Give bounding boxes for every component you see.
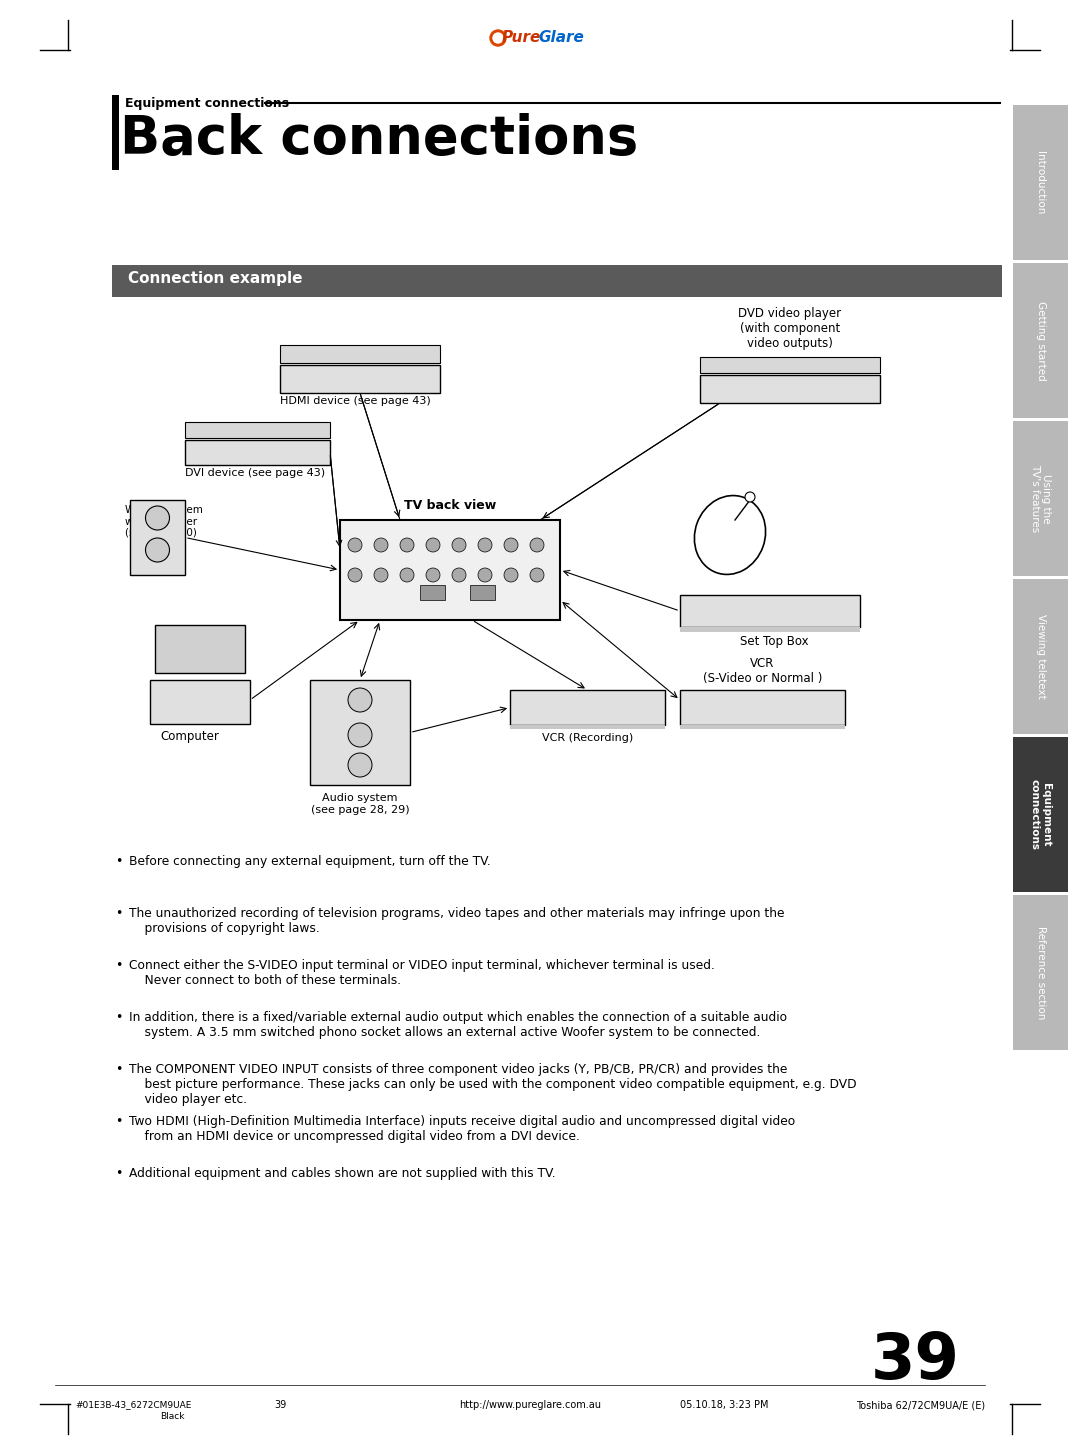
Circle shape: [348, 538, 362, 553]
Circle shape: [478, 569, 492, 582]
Circle shape: [146, 506, 170, 531]
Bar: [510, 726, 665, 728]
Bar: [1013, 422, 1068, 576]
Text: The COMPONENT VIDEO INPUT consists of three component video jacks (Y, PB/CB, PR/: The COMPONENT VIDEO INPUT consists of th…: [129, 1063, 856, 1106]
Circle shape: [348, 688, 372, 712]
Text: •: •: [114, 1168, 122, 1181]
Text: Viewing teletext: Viewing teletext: [1036, 614, 1045, 699]
Circle shape: [453, 538, 465, 553]
Text: Connect either the S-VIDEO input terminal or VIDEO input terminal, whichever ter: Connect either the S-VIDEO input termina…: [129, 960, 715, 987]
Text: #01E3B-43_6272CM9UAE: #01E3B-43_6272CM9UAE: [75, 1400, 191, 1409]
Bar: [340, 521, 561, 619]
Text: In addition, there is a fixed/variable external audio output which enables the c: In addition, there is a fixed/variable e…: [129, 1011, 787, 1040]
Circle shape: [348, 569, 362, 582]
Text: http://www.pureglare.com.au: http://www.pureglare.com.au: [459, 1400, 600, 1410]
Bar: [150, 680, 249, 724]
Text: TV back view: TV back view: [404, 499, 496, 512]
Bar: [280, 365, 440, 393]
Text: •: •: [114, 855, 122, 868]
Circle shape: [348, 723, 372, 747]
Bar: [1013, 105, 1068, 260]
Text: •: •: [114, 1011, 122, 1024]
Text: Toshiba 62/72CM9UA/E (E): Toshiba 62/72CM9UA/E (E): [855, 1400, 985, 1410]
Text: Equipment
connections: Equipment connections: [1029, 779, 1051, 851]
Bar: [510, 691, 665, 726]
Circle shape: [492, 33, 503, 44]
Bar: [700, 358, 880, 374]
Text: Additional equipment and cables shown are not supplied with this TV.: Additional equipment and cables shown ar…: [129, 1168, 555, 1181]
Circle shape: [374, 538, 388, 553]
Bar: [185, 422, 330, 438]
Bar: [1013, 579, 1068, 734]
Bar: [680, 726, 845, 728]
Text: 39: 39: [870, 1330, 960, 1391]
Bar: [112, 265, 1002, 297]
Circle shape: [745, 491, 755, 502]
Circle shape: [426, 538, 440, 553]
Bar: [112, 95, 119, 170]
Bar: [470, 585, 495, 601]
Bar: [1013, 896, 1068, 1050]
Text: 39: 39: [274, 1400, 286, 1410]
Circle shape: [348, 753, 372, 776]
Text: VCR
(S-Video or Normal ): VCR (S-Video or Normal ): [703, 657, 822, 685]
Bar: [420, 585, 445, 601]
Text: Pure: Pure: [502, 31, 541, 45]
Text: Black: Black: [160, 1412, 185, 1421]
Text: Equipment connections: Equipment connections: [125, 97, 289, 111]
Bar: [680, 595, 860, 627]
Text: DVI device (see page 43): DVI device (see page 43): [185, 468, 325, 478]
Circle shape: [453, 569, 465, 582]
Text: •: •: [114, 1063, 122, 1076]
Text: Back connections: Back connections: [120, 113, 638, 164]
Bar: [700, 375, 880, 403]
Text: •: •: [114, 1115, 122, 1128]
Text: Set Top Box: Set Top Box: [740, 635, 809, 648]
Text: Reference section: Reference section: [1036, 926, 1045, 1019]
Circle shape: [530, 569, 544, 582]
Text: Two HDMI (High-Definition Multimedia Interface) inputs receive digital audio and: Two HDMI (High-Definition Multimedia Int…: [129, 1115, 795, 1143]
Text: Getting started: Getting started: [1036, 301, 1045, 381]
Circle shape: [400, 538, 414, 553]
Text: Connection example: Connection example: [129, 270, 302, 286]
Circle shape: [146, 538, 170, 563]
Circle shape: [374, 569, 388, 582]
Text: •: •: [114, 960, 122, 973]
Text: Audio system
(see page 28, 29): Audio system (see page 28, 29): [311, 792, 409, 814]
Text: Using the
TV's features: Using the TV's features: [1029, 464, 1051, 532]
Text: Introduction: Introduction: [1036, 151, 1045, 214]
Circle shape: [490, 31, 507, 47]
Text: The unauthorized recording of television programs, video tapes and other materia: The unauthorized recording of television…: [129, 907, 784, 935]
Bar: [156, 625, 245, 673]
Bar: [680, 691, 845, 726]
Bar: [310, 680, 410, 785]
Text: Glare: Glare: [538, 31, 584, 45]
Bar: [1013, 263, 1068, 417]
Circle shape: [426, 569, 440, 582]
Text: Before connecting any external equipment, turn off the TV.: Before connecting any external equipment…: [129, 855, 490, 868]
Text: Computer: Computer: [160, 730, 219, 743]
Text: Woofer system
with amplifier
(see page 30): Woofer system with amplifier (see page 3…: [125, 505, 203, 538]
Text: 05.10.18, 3:23 PM: 05.10.18, 3:23 PM: [680, 1400, 769, 1410]
Text: •: •: [114, 907, 122, 920]
Circle shape: [504, 569, 518, 582]
Text: DVD video player
(with component
video outputs): DVD video player (with component video o…: [739, 307, 841, 350]
Text: VCR (Recording): VCR (Recording): [542, 733, 633, 743]
Text: HDMI device (see page 43): HDMI device (see page 43): [280, 395, 431, 406]
Circle shape: [400, 569, 414, 582]
Circle shape: [504, 538, 518, 553]
Bar: [130, 500, 185, 574]
Bar: [680, 627, 860, 632]
Bar: [1013, 737, 1068, 891]
Bar: [280, 345, 440, 364]
Bar: [185, 441, 330, 465]
Circle shape: [478, 538, 492, 553]
Circle shape: [530, 538, 544, 553]
